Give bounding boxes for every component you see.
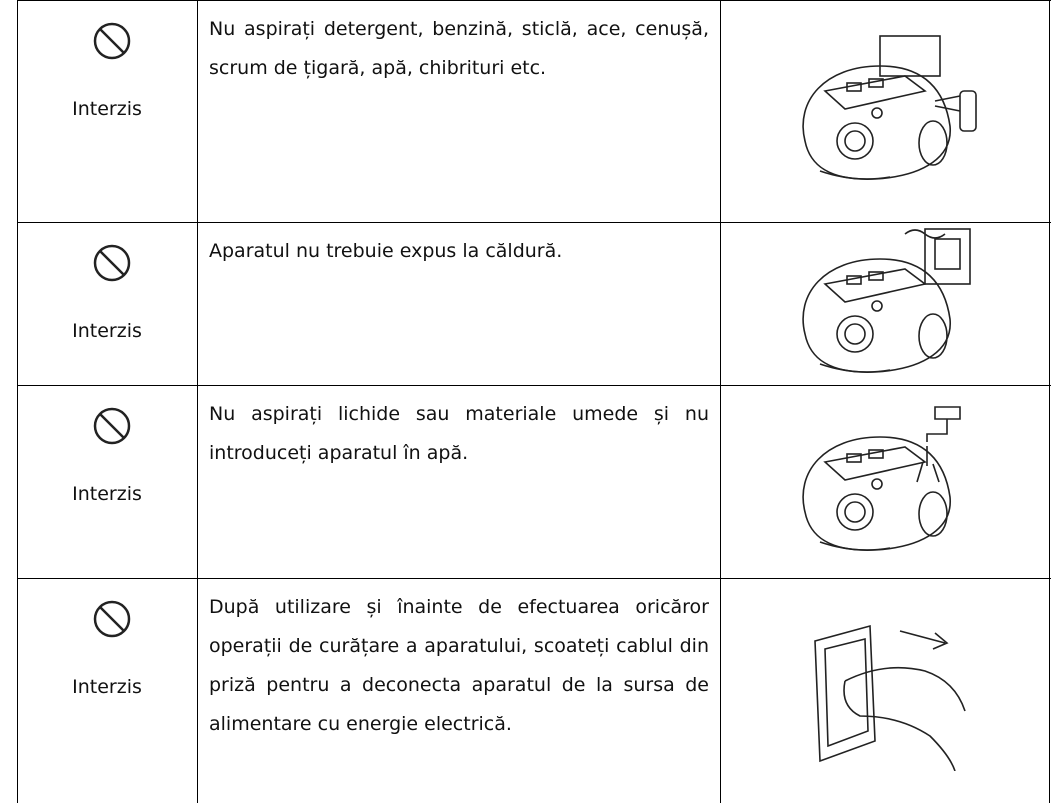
row-label: Interzis xyxy=(72,98,142,120)
illustration xyxy=(785,224,985,388)
table-border xyxy=(17,0,18,803)
row-text: După utilizare și înainte de efectuarea … xyxy=(209,596,709,735)
illustration xyxy=(785,611,985,775)
illustration xyxy=(785,402,985,566)
row-label: Interzis xyxy=(72,676,142,698)
row-label: Interzis xyxy=(72,483,142,505)
illustration xyxy=(785,31,985,195)
prohibited-icon xyxy=(92,599,132,643)
row-label: Interzis xyxy=(72,320,142,342)
prohibited-icon xyxy=(92,243,132,287)
table-border xyxy=(17,0,1051,1)
table-border xyxy=(17,385,1051,386)
table-border xyxy=(17,222,1051,223)
prohibited-icon xyxy=(92,21,132,65)
row-text: Nu aspirați detergent, benzină, sticlă, … xyxy=(209,18,709,79)
row-text: Nu aspirați lichide sau materiale umede … xyxy=(209,403,709,464)
row-text: Aparatul nu trebuie expus la căldură. xyxy=(209,240,563,262)
table-border xyxy=(720,0,721,803)
table-border xyxy=(197,0,198,803)
table-border xyxy=(1049,0,1050,803)
prohibited-icon xyxy=(92,406,132,450)
table-border xyxy=(17,578,1051,579)
